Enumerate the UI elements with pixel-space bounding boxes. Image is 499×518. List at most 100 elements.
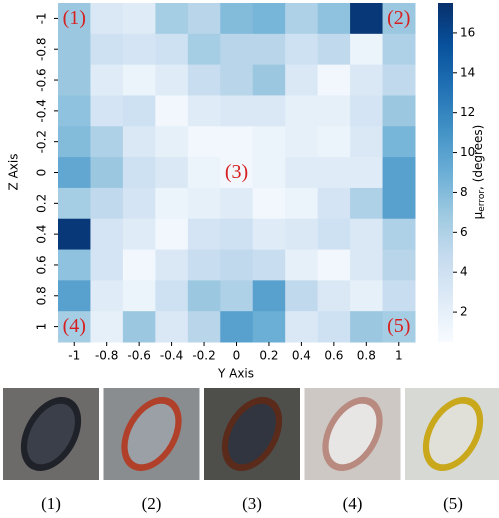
heat-cell (155, 126, 189, 158)
heat-cell (252, 280, 286, 312)
heat-cell (252, 126, 286, 158)
heat-cell (350, 311, 384, 343)
x-axis-label: Y Axis (217, 367, 254, 381)
heat-cell (252, 218, 286, 251)
cb-subscript: error (477, 190, 487, 212)
x-tick-label: 0.8 (357, 349, 376, 363)
heat-cell (220, 64, 254, 96)
heat-cell (382, 187, 416, 220)
heat-cell (285, 64, 319, 96)
heat-cell (122, 126, 156, 158)
heat-cell (155, 95, 189, 127)
heat-cell (122, 33, 156, 66)
photo-caption: (4) (343, 494, 363, 513)
heat-cell (122, 64, 156, 96)
heat-cell (252, 187, 286, 220)
heat-cell (350, 95, 384, 127)
heat-cell (155, 157, 189, 189)
heat-cell (155, 280, 189, 312)
heat-cell (382, 3, 416, 35)
y-tick-label: 0.2 (35, 194, 49, 213)
heat-cell (187, 218, 221, 251)
heat-cell (90, 249, 124, 281)
cell-annotation: (3) (225, 161, 248, 183)
heat-cell (220, 249, 254, 281)
heat-cell (58, 64, 91, 96)
x-tick-label: 0.4 (292, 349, 311, 363)
heat-cell (220, 95, 254, 127)
photo-panel (3, 388, 99, 480)
clock-face (27, 403, 75, 465)
heat-cell (90, 187, 124, 220)
heat-cell (58, 311, 91, 343)
cell-annotation: (1) (63, 7, 86, 29)
heat-cell (252, 157, 286, 189)
heat-cell (317, 249, 351, 281)
heat-cell (285, 157, 319, 189)
colorbar-tick-label: 8 (460, 185, 468, 199)
colorbar-tick-label: 14 (460, 65, 475, 79)
heat-cell (350, 157, 384, 189)
heat-cell (58, 95, 91, 127)
colorbar-tick-label: 6 (460, 225, 468, 239)
x-tick-label: -0.8 (95, 349, 118, 363)
heat-cell (155, 3, 189, 35)
heat-cell (155, 33, 189, 66)
heat-cell (382, 33, 416, 66)
y-tick-label: -0.2 (35, 130, 49, 153)
cell-annotation: (2) (387, 7, 410, 29)
heat-cell (122, 95, 156, 127)
x-tick-label: -0.6 (127, 349, 150, 363)
heat-cell (285, 218, 319, 251)
photo-panel (405, 388, 499, 480)
heat-cell (187, 126, 221, 158)
clock-face (429, 403, 477, 465)
y-tick-label: 0.4 (35, 225, 49, 244)
heat-cell (382, 157, 416, 189)
heat-cell (58, 157, 91, 189)
photo-caption: (2) (142, 494, 162, 513)
heat-cell (220, 218, 254, 251)
heat-cell (252, 33, 286, 66)
y-tick-label: -0.4 (35, 99, 49, 122)
heat-cell (220, 126, 254, 158)
x-tick-label: 0.6 (324, 349, 343, 363)
colorbar-label: μerror, (degrees) (471, 125, 487, 220)
heat-cell (122, 187, 156, 220)
photo-caption: (3) (242, 494, 262, 513)
cb-symbol: μ (471, 211, 485, 219)
y-tick-label: -0.8 (35, 38, 49, 61)
clock-face (127, 403, 176, 465)
x-tick-label: 1 (395, 349, 403, 363)
clock-face (328, 403, 377, 465)
cell-annotation: (5) (387, 315, 410, 337)
heat-cell (285, 311, 319, 343)
heat-cell (187, 311, 221, 343)
photo-panel (103, 388, 200, 480)
colorbar-tick-label: 10 (460, 145, 475, 159)
colorbar (438, 3, 453, 342)
heat-cell (285, 249, 319, 281)
heat-cell (220, 187, 254, 220)
heat-cell (90, 157, 124, 189)
heat-cell (187, 64, 221, 96)
heat-cell (285, 95, 319, 127)
heat-cell (252, 3, 286, 35)
x-tick-label: 0 (233, 349, 241, 363)
heat-cell (285, 33, 319, 66)
heat-cell (317, 157, 351, 189)
heat-cell (317, 311, 351, 343)
heat-cell (187, 280, 221, 312)
heat-cell (187, 3, 221, 35)
y-tick-label: 1 (35, 323, 49, 331)
heat-cell (155, 249, 189, 281)
heat-cell (317, 280, 351, 312)
photo-caption: (1) (41, 494, 61, 513)
heat-cell (350, 218, 384, 251)
heat-cell (187, 157, 221, 189)
heat-cell (252, 95, 286, 127)
heat-cell (58, 33, 91, 66)
heat-cell (350, 33, 384, 66)
heat-cell (382, 249, 416, 281)
heat-cell (122, 311, 156, 343)
